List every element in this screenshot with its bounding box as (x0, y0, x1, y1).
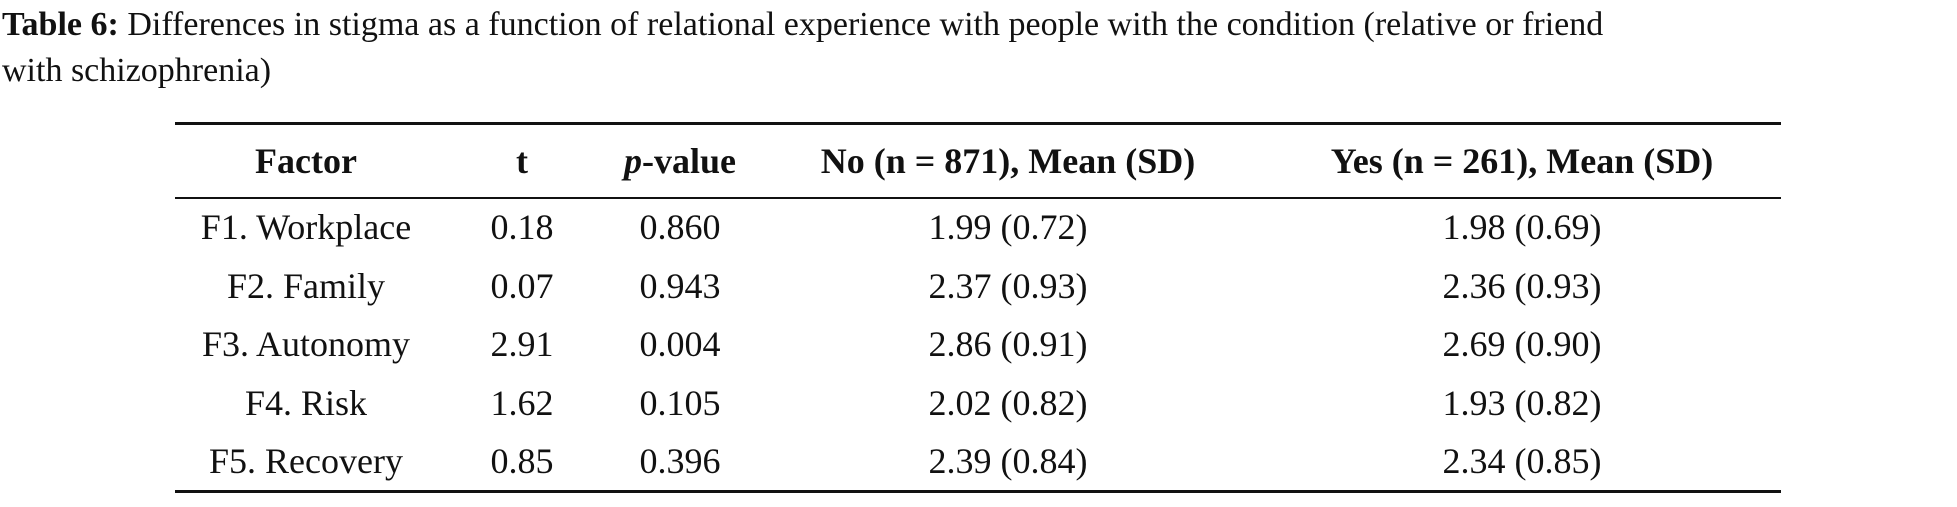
header-italic: p (624, 140, 642, 181)
column-header: Factor (255, 140, 357, 181)
table-cell: F2. Family (226, 265, 386, 306)
column-header: p-value (607, 124, 753, 198)
table-cell: F1. Workplace (200, 207, 412, 248)
caption: with schizophrenia) (2, 48, 271, 94)
header-text: -value (642, 140, 736, 181)
table-cell: 0.85 (490, 441, 554, 482)
column-header: No (n = 871), Mean (SD) (820, 140, 1196, 181)
table-body: F1. Workplace 0.18 0.860 1.99 (0.72) 1.98 (0… (175, 198, 1781, 492)
column-header: Yes (n = 261), Mean (SD) (1330, 140, 1714, 181)
table-header: Factor t p-value No (n = 871), Mean (SD) Yes… (175, 123, 1781, 198)
table-cell: 0.943 (639, 265, 721, 306)
table-cell: F3. Autonomy (201, 324, 411, 365)
table-cell: 0.860 (639, 207, 721, 248)
table-cell: 2.69 (0.90) (1442, 324, 1602, 365)
header-row: Factor t p-value No (n = 871), Mean (SD) Yes… (175, 124, 1781, 198)
table-cell: 1.98 (0.69) (1442, 207, 1602, 248)
caption-label: Table 6: (2, 6, 119, 43)
table-cell: 0.105 (639, 383, 721, 424)
table-cell: 2.86 (0.91) (928, 324, 1088, 365)
table-cell: 1.93 (0.82) (1442, 383, 1602, 424)
table-cell: 0.396 (639, 441, 721, 482)
table-cell: 0.07 (490, 265, 554, 306)
table-cell: 2.02 (0.82) (928, 383, 1088, 424)
table-row: F1. Workplace 0.18 0.860 1.99 (0.72) 1.98 (0… (175, 198, 1781, 257)
table-row: F2. Family 0.07 0.943 2.37 (0.93) 2.36 (0.93… (175, 256, 1781, 315)
caption-text: Differences in stigma as a function of r… (127, 6, 1604, 43)
table-cell: 2.91 (490, 324, 554, 365)
table-cell: 0.18 (490, 207, 554, 248)
table-row: F5. Recovery 0.85 0.396 2.39 (0.84) 2.34 (0.… (175, 433, 1781, 492)
table-cell: 1.99 (0.72) (928, 207, 1088, 248)
table-cell: 0.004 (639, 324, 721, 365)
table-cell: 2.37 (0.93) (928, 265, 1088, 306)
table-cell: F5. Recovery (209, 441, 403, 482)
table-row: F4. Risk 1.62 0.105 2.02 (0.82) 1.93 (0.82) (175, 374, 1781, 433)
table-cell: 2.34 (0.85) (1442, 441, 1602, 482)
table-cell: 1.62 (490, 383, 554, 424)
caption: Table 6: Differences in stigma as a func… (2, 2, 1603, 48)
table: Factor t p-value No (n = 871), Mean (SD) Yes… (175, 122, 1781, 493)
table-cell: F4. Risk (244, 383, 368, 424)
table-cell: 2.36 (0.93) (1442, 265, 1602, 306)
table-cell: 2.39 (0.84) (928, 441, 1088, 482)
column-header: t (516, 140, 528, 181)
table-row: F3. Autonomy 2.91 0.004 2.86 (0.91) 2.69 (0.… (175, 315, 1781, 374)
caption-text: with schizophrenia) (2, 52, 272, 89)
